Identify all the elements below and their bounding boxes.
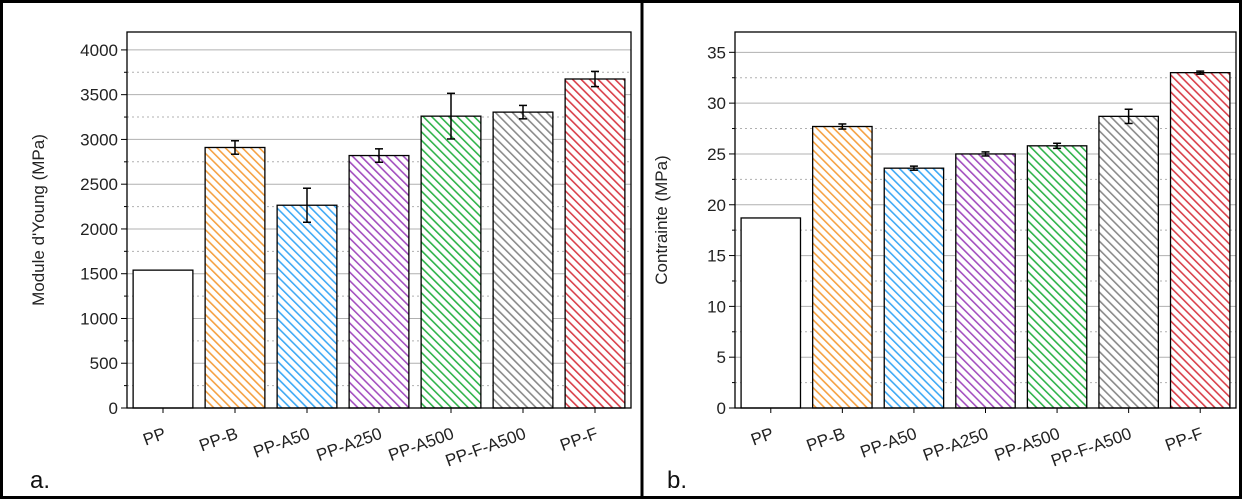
bar-pp [740,217,802,409]
bar-pp-f-a500 [1098,115,1159,409]
error-bar-pp-f-a500 [519,104,527,120]
error-bar-pp-a50 [909,165,918,171]
bar-pp-b [812,125,873,409]
error-bar-pp-b [231,140,239,155]
y-tick-label: 2500 [80,175,118,194]
bar-pp-a500 [1026,145,1088,409]
y-tick-label: 3000 [80,130,118,149]
bar-pp-a50 [883,167,945,409]
error-bar-pp-a250 [375,148,383,164]
bar-pp [132,269,194,409]
error-bar-pp-f [1196,70,1205,75]
panel-letter: b. [667,467,687,494]
bar-pp-a250 [348,154,410,409]
error-bar-pp-a250 [981,151,990,157]
error-bar-pp-f-a500 [1124,108,1133,125]
y-tick-label: 25 [707,145,726,164]
bar-pp-a500 [420,115,482,409]
y-tick-label: 0 [717,399,726,418]
y-tick-label: 1500 [80,265,118,284]
bar-pp-a250 [955,153,1016,409]
y-axis-title: Module d'Young (MPa) [29,134,48,306]
bar-pp-f-a500 [492,111,554,409]
error-bar-pp-f [591,70,599,88]
error-bar-pp-a500 [447,92,455,140]
error-bar-pp-a50 [303,187,311,223]
y-tick-label: 20 [707,196,726,215]
bar-pp-f [1169,71,1231,409]
y-tick-label: 10 [707,297,726,316]
y-tick-label: 1000 [80,309,118,328]
y-tick-label: 3500 [80,86,118,105]
panel-letter: a. [30,467,50,494]
y-tick-label: 35 [707,43,726,62]
bar-pp-b [204,146,266,409]
y-tick-label: 500 [90,354,118,373]
error-bar-pp-a500 [1053,142,1062,150]
y-tick-label: 2000 [80,220,118,239]
bar-pp-a50 [276,204,338,409]
y-tick-label: 5 [717,348,726,367]
y-tick-label: 30 [707,94,726,113]
y-tick-label: 15 [707,247,726,266]
plot-frame [734,31,1237,409]
error-bar-pp-b [838,123,847,130]
y-axis-title: Contrainte (MPa) [652,155,671,284]
plot-frame [126,31,632,409]
bar-pp-f [564,78,626,409]
y-tick-label: 0 [109,399,118,418]
y-tick-label: 4000 [80,41,118,60]
